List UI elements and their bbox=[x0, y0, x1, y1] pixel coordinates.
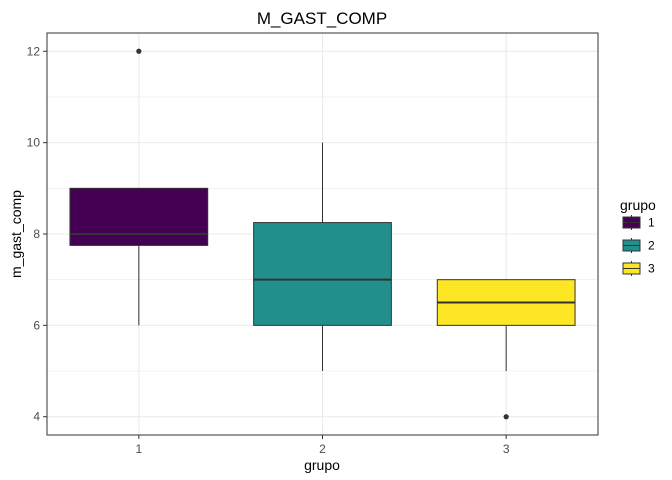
x-tick-label: 3 bbox=[503, 442, 510, 456]
box-group-1 bbox=[69, 187, 209, 246]
legend-label: 1 bbox=[648, 216, 655, 230]
x-tick-label: 2 bbox=[319, 442, 326, 456]
legend-label: 2 bbox=[648, 239, 655, 253]
y-tick-label: 6 bbox=[33, 318, 40, 332]
x-tick-label: 1 bbox=[135, 442, 142, 456]
chart-title: M_GAST_COMP bbox=[257, 9, 387, 28]
legend-title: grupo bbox=[620, 197, 656, 213]
legend-label: 3 bbox=[648, 262, 655, 276]
y-tick-label: 4 bbox=[33, 410, 40, 424]
y-tick-label: 10 bbox=[27, 136, 41, 150]
outlier-point bbox=[503, 414, 509, 420]
y-tick-label: 8 bbox=[33, 227, 40, 241]
y-tick-label: 12 bbox=[27, 44, 41, 58]
outlier-point bbox=[136, 48, 142, 54]
legend: grupo 1 2 3 bbox=[620, 197, 656, 276]
box-group-2 bbox=[253, 222, 392, 326]
x-axis-label: grupo bbox=[304, 457, 340, 473]
y-axis-label: m_gast_comp bbox=[8, 190, 24, 278]
